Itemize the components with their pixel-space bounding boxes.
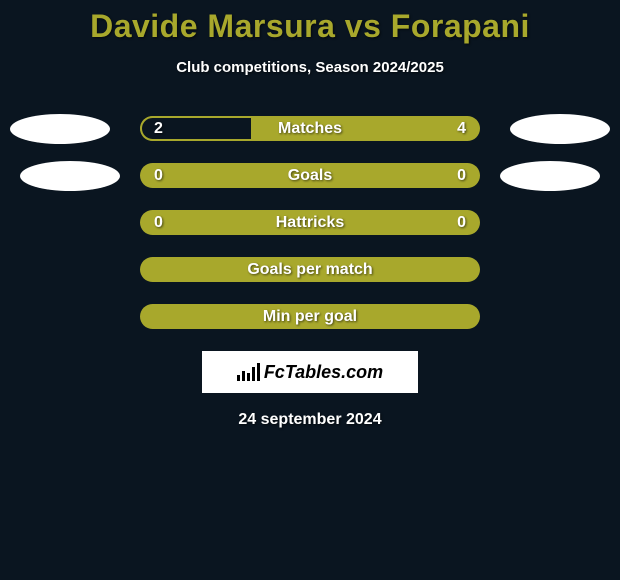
stat-bar: Min per goal — [140, 304, 480, 329]
stat-row: 00Goals — [0, 163, 620, 188]
subtitle: Club competitions, Season 2024/2025 — [0, 59, 620, 76]
stat-row: 00Hattricks — [0, 210, 620, 235]
stat-label: Goals per match — [140, 261, 480, 279]
stat-row: 24Matches — [0, 116, 620, 141]
stat-rows: 24Matches 00Goals 00Hattricks Goals per mat… — [0, 116, 620, 329]
stat-bar: 00Hattricks — [140, 210, 480, 235]
stat-label: Goals — [140, 167, 480, 185]
date-label: 24 september 2024 — [0, 411, 620, 429]
stat-label: Hattricks — [140, 214, 480, 232]
stat-bar: 00Goals — [140, 163, 480, 188]
stat-bar: Goals per match — [140, 257, 480, 282]
player-left-marker — [20, 161, 120, 191]
logo-chart-icon — [237, 363, 260, 381]
player-left-marker — [10, 114, 110, 144]
logo-box: FcTables.com — [202, 351, 418, 393]
page-title: Davide Marsura vs Forapani — [0, 8, 620, 45]
stat-label: Min per goal — [140, 308, 480, 326]
comparison-infographic: Davide Marsura vs Forapani Club competit… — [0, 0, 620, 429]
logo: FcTables.com — [237, 362, 383, 383]
player-right-marker — [510, 114, 610, 144]
stat-row: Min per goal — [0, 304, 620, 329]
player-right-marker — [500, 161, 600, 191]
stat-label: Matches — [140, 120, 480, 138]
logo-text: FcTables.com — [264, 362, 383, 383]
stat-bar: 24Matches — [140, 116, 480, 141]
stat-row: Goals per match — [0, 257, 620, 282]
